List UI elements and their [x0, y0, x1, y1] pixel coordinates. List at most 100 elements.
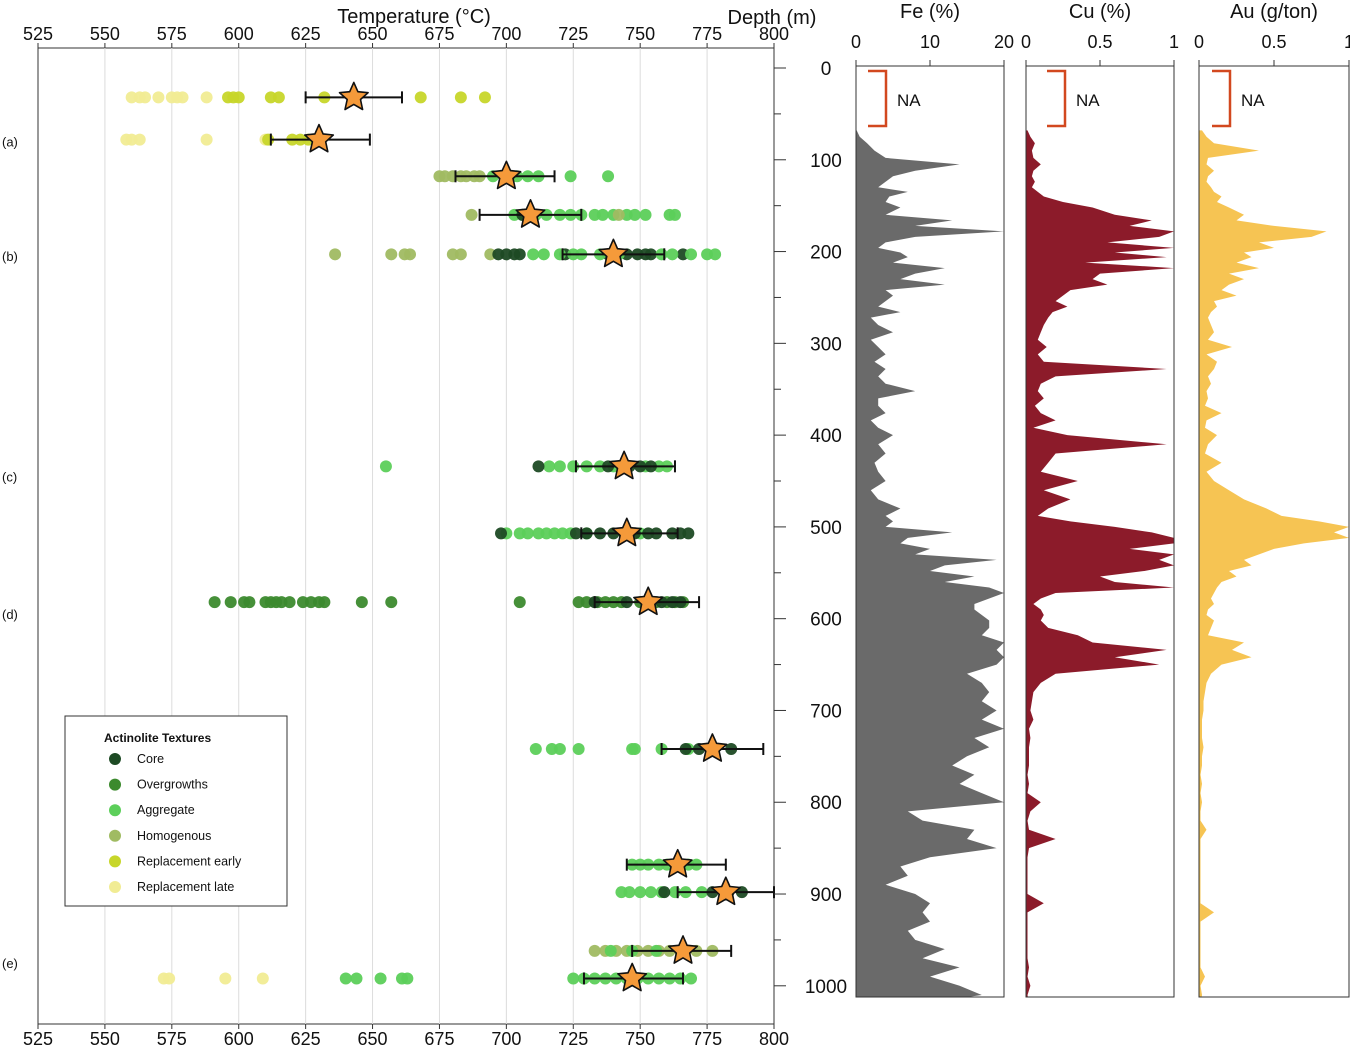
legend: Actinolite Textures Core Overgrowths Aggre…: [64, 715, 288, 907]
fe-area: [856, 130, 1004, 997]
data-point-aggregate: [339, 972, 352, 985]
au-na-bracket: [1212, 69, 1232, 128]
data-point-homogenous: [588, 944, 601, 957]
cu-na-label: NA: [1076, 91, 1100, 110]
data-point-aggregate: [685, 972, 698, 985]
bottom-tick-label: 600: [224, 1029, 254, 1047]
data-point-homogenous: [329, 248, 342, 261]
data-point-aggregate: [596, 208, 609, 221]
data-point-aggregate: [553, 743, 566, 756]
legend-marker-core: [109, 753, 121, 765]
data-point-aggregate: [564, 170, 577, 183]
bottom-tick-label: 775: [692, 1029, 722, 1047]
top-tick-label: 525: [23, 24, 53, 44]
data-point-repl_early: [272, 91, 285, 104]
data-point-aggregate: [668, 208, 681, 221]
top-tick-label: 750: [625, 24, 655, 44]
legend-entries: Core Overgrowths Aggregate Homogenous Replac…: [109, 752, 242, 894]
top-tick-label: 775: [692, 24, 722, 44]
data-point-aggregate: [537, 248, 550, 261]
data-point-repl_late: [152, 91, 165, 104]
bottom-tick-label: 650: [358, 1029, 388, 1047]
top-tick-label: 600: [224, 24, 254, 44]
data-point-repl_late: [176, 91, 189, 104]
mean-star: [617, 962, 648, 992]
top-tick-label: 800: [759, 24, 789, 44]
mean-star: [662, 848, 693, 878]
depth-axis: Depth (m) 0 100 200 300 400 500 600 700 800 900 10…: [728, 7, 848, 998]
fe-na-bracket: [868, 69, 888, 128]
au-title: Au (g/ton): [1230, 1, 1318, 23]
data-point-homogenous: [454, 248, 467, 261]
sample-label: (d): [2, 607, 18, 622]
bottom-tick-label: 550: [90, 1029, 120, 1047]
sample-label: (a): [2, 134, 18, 149]
data-point-aggregate: [374, 972, 387, 985]
top-tick-label: 700: [491, 24, 521, 44]
cu-panel: Cu (%) 0 0.5 1 NA: [1021, 1, 1179, 998]
temperature-frame: [37, 47, 775, 1025]
depth-ticks: 0 100 200 300 400 500 600 700 800 900 1000: [774, 59, 847, 998]
mean-star: [338, 81, 369, 111]
data-point-aggregate: [567, 972, 580, 985]
fe-panel: Fe (%) 0 10 20 NA: [851, 1, 1014, 998]
panel-tick-label: 0: [1021, 32, 1031, 52]
depth-tick-label: 400: [810, 426, 842, 447]
depth-axis-title: Depth (m): [728, 7, 817, 29]
data-point-repl_early: [414, 91, 427, 104]
data-point-overgrowths: [355, 596, 368, 609]
data-point-core: [658, 886, 671, 899]
data-point-aggregate: [553, 460, 566, 473]
data-point-core: [569, 527, 582, 540]
sample-label: (e): [2, 956, 18, 971]
data-point-aggregate: [350, 972, 363, 985]
depth-tick-label: 0: [821, 59, 832, 80]
data-point-repl_late: [200, 133, 213, 146]
data-point-homogenous: [404, 248, 417, 261]
data-point-aggregate: [634, 886, 647, 899]
fe-na-label: NA: [897, 91, 921, 110]
data-point-overgrowths: [513, 596, 526, 609]
bottom-tick-label: 675: [424, 1029, 454, 1047]
top-tick-label: 725: [558, 24, 588, 44]
au-frame: [1198, 65, 1350, 998]
mean-star: [611, 517, 642, 547]
panel-tick-label: 10: [920, 32, 940, 52]
legend-marker-overgrowths: [109, 778, 121, 791]
mean-star: [515, 199, 546, 228]
legend-label-repl_late: Replacement late: [137, 880, 234, 894]
panel-tick-label: 1: [1169, 32, 1179, 52]
data-point-aggregate: [628, 208, 641, 221]
data-point-aggregate: [639, 208, 652, 221]
data-point-homogenous: [612, 208, 625, 221]
sample-labels: (a) (b) (c) (d) (e): [2, 134, 18, 970]
bottom-tick-label: 800: [759, 1029, 789, 1047]
depth-tick-label: 1000: [805, 977, 847, 998]
legend-marker-homogenous: [109, 829, 121, 842]
au-ticks: 0 0.5 1: [1194, 32, 1350, 66]
data-point-homogenous: [465, 208, 478, 221]
top-tick-label: 675: [424, 24, 454, 44]
top-tick-label: 575: [157, 24, 187, 44]
data-point-repl_late: [256, 972, 269, 985]
data-point-aggregate: [379, 460, 392, 473]
legend-label-aggregate: Aggregate: [137, 803, 195, 817]
au-area: [1199, 130, 1349, 997]
bottom-tick-label: 575: [157, 1029, 187, 1047]
cu-ticks: 0 0.5 1: [1021, 32, 1179, 66]
temperature-title: Temperature (°C): [337, 6, 491, 28]
data-point-aggregate: [644, 886, 657, 899]
data-point-aggregate: [623, 886, 636, 899]
depth-tick-label: 900: [810, 885, 842, 906]
data-point-repl_early: [454, 91, 467, 104]
top-tick-label: 625: [291, 24, 321, 44]
depth-tick-label: 200: [810, 243, 842, 264]
data-point-aggregate: [602, 170, 615, 183]
data-point-aggregate: [521, 527, 534, 540]
data-point-repl_early: [478, 91, 491, 104]
data-point-overgrowths: [243, 596, 256, 609]
data-point-aggregate: [527, 248, 540, 261]
data-point-aggregate: [666, 248, 679, 261]
depth-tick-label: 800: [810, 793, 842, 814]
